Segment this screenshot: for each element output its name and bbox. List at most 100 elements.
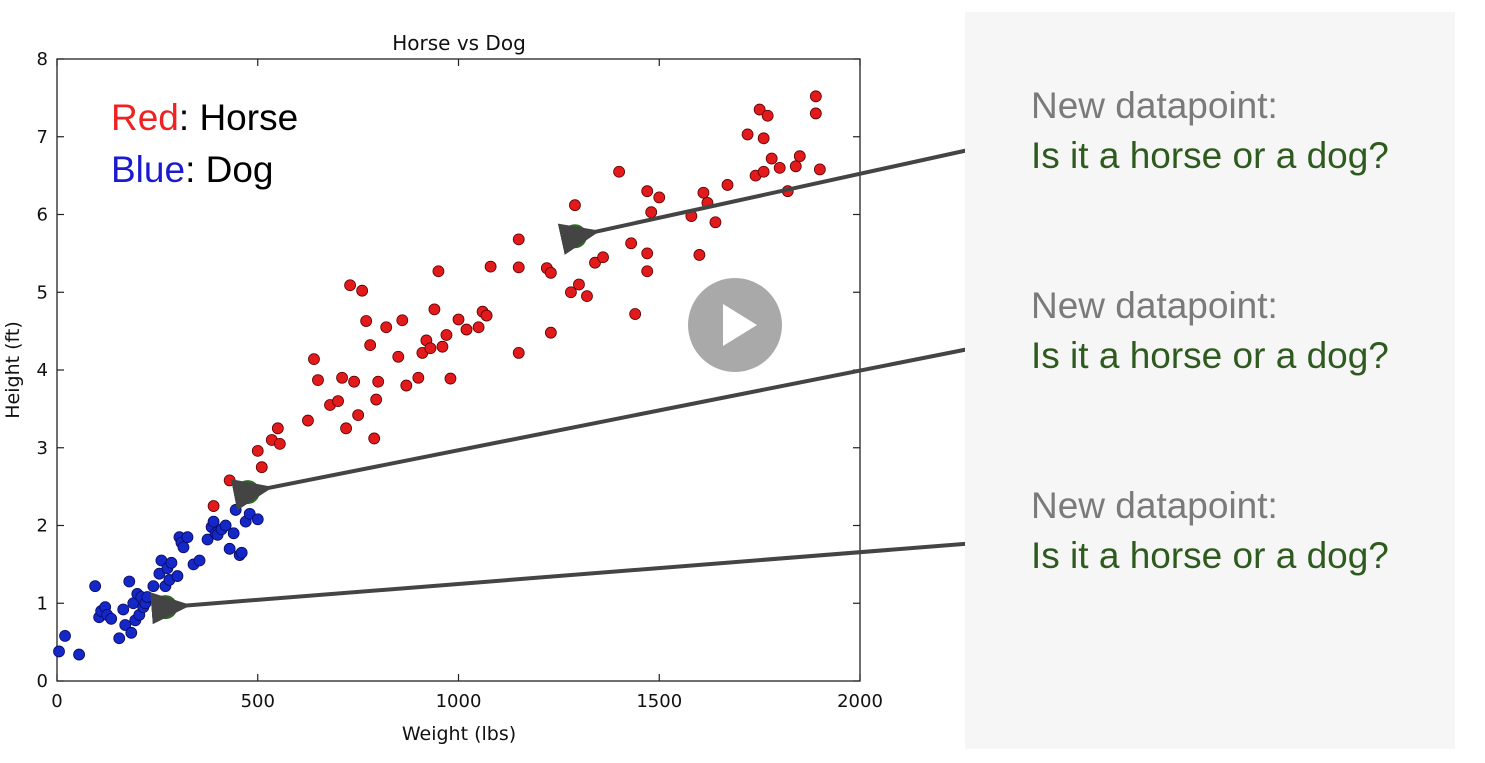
horse-point [332, 395, 344, 408]
horse-point [302, 414, 314, 427]
horse-point [753, 103, 766, 116]
horse-point [251, 444, 264, 457]
legend-blue-word: Blue [111, 149, 185, 190]
horse-point [641, 247, 654, 260]
legend-red-word: Red [111, 97, 179, 138]
horse-point [400, 379, 413, 392]
horse-point [348, 375, 361, 388]
horse-point [809, 90, 822, 103]
horse-point [412, 371, 425, 384]
horse-point [380, 321, 393, 334]
annotation-arrow [557, 138, 1015, 255]
horse-point [223, 474, 236, 487]
dog-point [105, 612, 118, 625]
x-tick-label: 1000 [436, 691, 482, 712]
horse-point [653, 191, 666, 204]
dog-point [219, 519, 232, 532]
legend-horse-text: : Horse [179, 97, 298, 138]
y-tick-label: 5 [37, 282, 48, 303]
horse-point [444, 372, 457, 385]
new-datapoint [235, 480, 260, 505]
horse-point [424, 342, 437, 355]
horse-point [761, 109, 774, 122]
dog-point [165, 556, 178, 569]
horse-point [428, 303, 441, 316]
y-tick-label: 6 [37, 205, 48, 226]
annotation-label-bottom: New datapoint: Is it a horse or a dog? [1031, 481, 1389, 581]
x-tick-label: 500 [241, 691, 275, 712]
dog-point [119, 619, 132, 631]
horse-point [336, 371, 348, 384]
new-datapoint [562, 224, 587, 249]
x-axis-ticks: 0 500 1000 1500 2000 [51, 59, 883, 712]
x-tick-label: 1500 [636, 691, 682, 712]
side-panel [965, 12, 1455, 749]
horse-point [271, 422, 284, 435]
dog-point [193, 554, 206, 567]
dog-point [181, 531, 194, 544]
dog-point [147, 580, 160, 593]
horse-point [352, 409, 365, 421]
dog-point [251, 513, 264, 526]
dog-point [141, 591, 154, 603]
horse-point [273, 437, 286, 450]
horse-point [512, 261, 525, 274]
data-points [53, 90, 826, 661]
horse-point [757, 165, 770, 178]
dog-point [153, 567, 166, 580]
horse-point [432, 265, 445, 278]
y-tick-label: 8 [37, 49, 48, 70]
annotation-arrows [150, 138, 1015, 625]
horse-point [360, 315, 373, 327]
y-tick-label: 0 [37, 671, 48, 692]
x-tick-label: 0 [51, 691, 62, 712]
chart-title: Horse vs Dog [392, 31, 526, 55]
horse-point [480, 309, 493, 322]
horse-point [440, 329, 453, 341]
horse-point [789, 160, 802, 173]
dog-point [201, 533, 214, 546]
legend-line-horse: Red: Horse [111, 97, 298, 138]
horse-point [709, 216, 722, 229]
horse-point [629, 308, 642, 320]
dog-point [123, 575, 136, 588]
horse-point [372, 375, 385, 388]
horse-point [340, 422, 352, 435]
dog-point [113, 632, 126, 645]
horse-point [613, 165, 625, 178]
horse-point [565, 286, 577, 299]
horse-point [757, 132, 770, 145]
dog-point [227, 527, 240, 540]
play-icon [723, 304, 757, 346]
y-axis-ticks: 0 1 2 3 4 5 6 7 8 [37, 49, 860, 692]
horse-point [484, 260, 497, 273]
annotation-arrow [150, 538, 1015, 625]
horse-point [641, 185, 654, 198]
legend-line-dog: Blue: Dog [111, 149, 274, 190]
dog-point [229, 504, 242, 516]
horse-point [765, 152, 778, 165]
horse-point [207, 500, 220, 512]
play-button[interactable] [688, 278, 782, 372]
horse-point [573, 278, 585, 291]
horse-point [597, 251, 609, 264]
horse-point [641, 265, 654, 278]
dog-point [177, 541, 190, 554]
dog-point [207, 515, 220, 528]
horse-point [693, 249, 706, 261]
horse-point [368, 432, 381, 445]
dog-point [125, 626, 138, 639]
annotation-arrow [230, 338, 1015, 511]
horse-point [773, 161, 786, 174]
horse-point [392, 350, 405, 363]
horse-point [370, 393, 383, 406]
legend-dog-text: : Dog [185, 149, 273, 190]
annotation-question: Is it a horse or a dog? [1031, 535, 1389, 576]
x-axis-label: Weight (lbs) [402, 723, 516, 745]
horse-point [436, 340, 449, 353]
annotation-label-middle: New datapoint: Is it a horse or a dog? [1031, 281, 1389, 381]
horse-point [569, 199, 581, 212]
new-datapoint [153, 595, 178, 620]
horse-point [512, 346, 525, 359]
dog-point [89, 580, 102, 593]
